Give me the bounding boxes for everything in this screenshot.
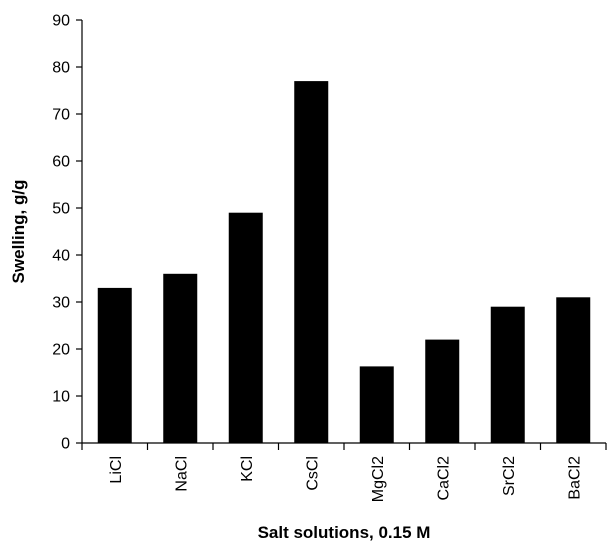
bars [97,81,591,443]
y-axis-ticks: 0 10 20 30 40 50 60 70 80 90 [52,13,82,453]
y-tick-label: 40 [52,248,70,265]
x-axis-ticks: LiCl NaCl KCl CsCl MgCl2 CaCl2 SrCl2 BaCl2 [81,443,607,502]
bar-cacl2 [425,339,460,443]
y-tick-label: 80 [52,60,70,77]
x-tick-label: CaCl2 [435,456,452,501]
bar-bacl2 [556,297,591,443]
x-tick-label: BaCl2 [566,456,583,500]
bar-kcl [228,212,263,443]
x-tick-label: LiCl [108,456,125,484]
y-tick-label: 50 [52,201,70,218]
y-tick-label: 0 [61,436,70,453]
x-tick-label: NaCl [173,456,190,492]
y-tick-label: 30 [52,295,70,312]
x-tick-label: SrCl2 [501,456,518,496]
x-axis-title: Salt solutions, 0.15 M [258,523,431,542]
x-tick-label: MgCl2 [370,456,387,502]
x-tick-label: KCl [239,456,256,482]
y-tick-label: 60 [52,154,70,171]
y-tick-label: 10 [52,389,70,406]
bar-mgcl2 [359,366,394,443]
y-tick-label: 70 [52,107,70,124]
y-tick-label: 20 [52,342,70,359]
bar-srcl2 [490,306,525,443]
bar-licl [97,287,132,443]
bar-cscl [294,81,329,443]
bar-nacl [163,273,198,443]
y-tick-label: 90 [52,13,70,30]
x-tick-label: CsCl [304,456,321,491]
y-axis-title: Swelling, g/g [9,180,28,284]
